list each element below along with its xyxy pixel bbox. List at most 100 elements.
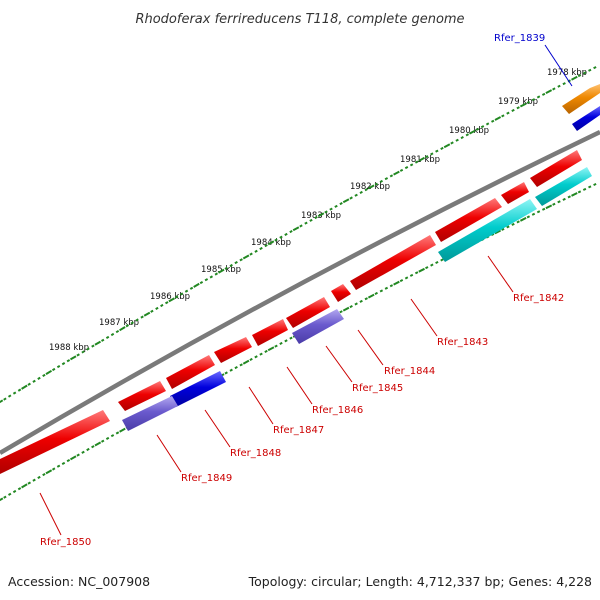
- outer-track-dot: [37, 376, 41, 380]
- outer-track-dot: [409, 163, 414, 167]
- inner-track-dot: [519, 217, 527, 222]
- outer-track-dot: [56, 365, 61, 369]
- inner-track-dot: [374, 291, 378, 295]
- outer-track-dot: [501, 114, 505, 118]
- outer-track-dot: [552, 87, 556, 91]
- outer-track-dot: [506, 111, 510, 115]
- callout-line: [156, 434, 182, 473]
- gene-label-rfer-1843: Rfer_1843: [437, 337, 488, 348]
- gene-label-rfer-1842: Rfer_1842: [513, 293, 564, 304]
- outer-track-dot: [418, 156, 425, 162]
- inner-track-dot: [571, 192, 578, 197]
- inner-track-dot: [541, 207, 546, 211]
- outer-track-dot: [359, 190, 363, 194]
- outer-track-dot: [100, 338, 105, 342]
- inner-track-dot: [51, 467, 56, 471]
- page-title: Rhodoferax ferrireducens T118, complete …: [135, 12, 464, 27]
- outer-track-dot: [389, 174, 394, 178]
- inner-track-dot: [42, 473, 46, 477]
- outer-track-dot: [588, 68, 592, 72]
- callout-line: [410, 298, 438, 337]
- outer-track-dot: [130, 321, 134, 325]
- inner-track-dot: [531, 212, 536, 216]
- inner-track-dot: [367, 293, 375, 299]
- outer-track-dot: [465, 133, 470, 137]
- kbp-tick-label-1987: 1987 kbp: [99, 318, 139, 328]
- inner-track-dot: [349, 305, 353, 309]
- inner-track-dot: [7, 492, 12, 496]
- inner-track-dot: [267, 346, 275, 352]
- kbp-tick-label-1986: 1986 kbp: [150, 292, 190, 302]
- outer-track-dot: [430, 152, 434, 156]
- inner-track-dot: [279, 341, 283, 345]
- inner-track-dot: [567, 195, 571, 199]
- inner-track-dot: [354, 302, 358, 306]
- outer-track-dot: [469, 129, 476, 135]
- gene-arrow-red: [501, 182, 529, 204]
- outer-track-dot: [511, 108, 515, 112]
- inner-track-dot: [76, 453, 80, 457]
- gene-callouts: Rfer_1839 Rfer_1842 Rfer_1843 Rfer_1844 …: [39, 33, 573, 548]
- outer-track-dot: [125, 324, 130, 328]
- inner-track-dot: [418, 267, 425, 273]
- inner-track-dot: [100, 439, 105, 443]
- outer-track-dot: [264, 244, 268, 248]
- inner-track-dot: [91, 445, 95, 449]
- outer-track-dot: [364, 188, 368, 192]
- gene-label-rfer-1846: Rfer_1846: [312, 405, 363, 416]
- gene-arrow-red: [214, 337, 252, 363]
- callout-line: [248, 386, 274, 425]
- inner-track-dot: [557, 200, 561, 204]
- outer-track-dot: [354, 193, 358, 197]
- outer-track-dot: [0, 399, 4, 404]
- inner-track-dot: [119, 427, 126, 433]
- outer-track-dot: [577, 74, 582, 78]
- outer-track-dot: [209, 275, 214, 279]
- outer-track-dot: [475, 127, 480, 131]
- inner-track-dot: [384, 286, 389, 290]
- outer-track-dot: [3, 397, 7, 401]
- outer-track-dot: [393, 170, 400, 176]
- outer-track-dot: [292, 226, 300, 232]
- outer-track-dot: [45, 369, 53, 375]
- inner-track-dot: [562, 197, 566, 201]
- inner-track-dot: [404, 276, 409, 280]
- outer-track-dot: [199, 281, 204, 285]
- outer-track-dot: [279, 235, 283, 239]
- kbp-tick-label-1988: 1988 kbp: [49, 343, 89, 353]
- outer-track-dot: [404, 166, 409, 170]
- callout-line: [544, 44, 573, 87]
- outer-track-dot: [61, 362, 66, 366]
- outer-track-dot: [317, 212, 325, 218]
- outer-track-dot: [443, 143, 451, 149]
- outer-track-dot: [374, 182, 378, 186]
- outer-track-dot: [249, 252, 253, 256]
- gene-label-rfer-1847: Rfer_1847: [273, 425, 324, 436]
- inner-track-dot: [0, 497, 4, 502]
- outer-track-dot: [435, 149, 439, 153]
- outer-track-dot: [455, 138, 459, 142]
- outer-track-dot: [94, 340, 102, 346]
- inner-track-dot: [289, 336, 293, 340]
- outer-track-dot: [115, 329, 120, 334]
- outer-track-dot: [284, 232, 288, 236]
- outer-track-dot: [314, 216, 318, 220]
- outer-track-dot: [81, 350, 85, 354]
- inner-track-dot: [115, 431, 120, 435]
- inner-track-dot: [342, 306, 350, 312]
- inner-track-dot: [364, 297, 368, 301]
- genome-stats-text: Topology: circular; Length: 4,712,337 bp…: [248, 574, 592, 589]
- outer-track-dot: [193, 282, 200, 288]
- inner-track-dot: [242, 359, 250, 365]
- outer-track-dot: [91, 344, 95, 348]
- inner-track-dot: [516, 220, 520, 224]
- outer-track-dot: [541, 92, 546, 96]
- gene-arrow-red: [0, 410, 110, 474]
- outer-track-dot: [32, 379, 36, 383]
- inner-track-dot: [435, 260, 439, 265]
- inner-track-dot: [254, 355, 258, 359]
- outer-track-dot: [224, 266, 228, 270]
- outer-track-dot: [179, 292, 184, 296]
- outer-track-dot: [480, 125, 485, 129]
- gene-arrow-red: [350, 235, 436, 290]
